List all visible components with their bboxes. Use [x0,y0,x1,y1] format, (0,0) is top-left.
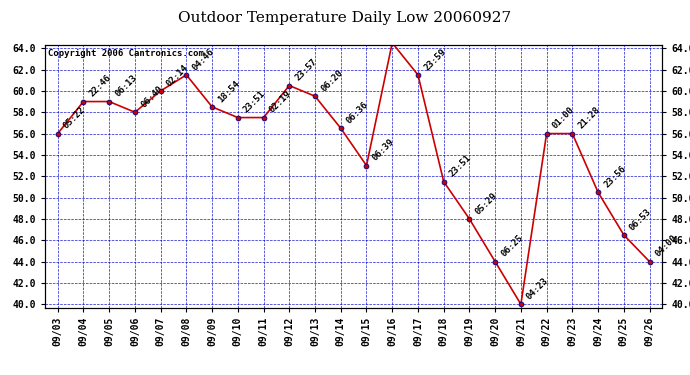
Text: 18:54: 18:54 [216,79,241,104]
Point [206,104,217,110]
Text: Copyright 2006 Cantronics.com: Copyright 2006 Cantronics.com [48,49,204,58]
Point [566,130,578,136]
Text: 04:23: 04:23 [525,276,551,302]
Point [464,216,475,222]
Text: 23:51: 23:51 [242,89,267,115]
Text: 04:00: 04:00 [653,234,679,259]
Point [310,93,321,99]
Point [52,130,63,136]
Point [386,40,397,46]
Text: 05:22: 05:22 [62,105,87,131]
Point [233,114,244,120]
Text: 23:59: 23:59 [422,47,448,72]
Point [104,99,115,105]
Text: 01:00: 01:00 [551,105,576,131]
Text: 06:20: 06:20 [319,68,344,93]
Text: 06:13: 06:13 [113,74,139,99]
Text: 06:36: 06:36 [345,100,371,126]
Text: 23:56: 23:56 [602,164,628,189]
Text: 06:39: 06:39 [371,137,396,163]
Point [361,163,372,169]
Point [438,178,449,184]
Text: 06:37: 06:37 [0,374,1,375]
Point [644,259,655,265]
Text: 06:53: 06:53 [628,207,653,232]
Point [490,259,501,265]
Point [593,189,604,195]
Point [130,109,141,115]
Point [78,99,89,105]
Text: 02:19: 02:19 [268,89,293,115]
Point [541,130,552,136]
Text: 04:46: 04:46 [190,47,216,72]
Text: 23:57: 23:57 [293,57,319,83]
Point [515,301,526,307]
Point [155,88,166,94]
Text: Outdoor Temperature Daily Low 20060927: Outdoor Temperature Daily Low 20060927 [179,11,511,25]
Text: 06:40: 06:40 [139,84,164,110]
Point [335,125,346,131]
Text: 23:51: 23:51 [448,153,473,179]
Point [413,72,424,78]
Text: 05:29: 05:29 [473,191,499,216]
Text: 22:46: 22:46 [88,74,113,99]
Text: 06:25: 06:25 [500,234,524,259]
Text: 02:14: 02:14 [165,63,190,88]
Text: 21:28: 21:28 [577,105,602,131]
Point [181,72,192,78]
Point [284,82,295,88]
Point [258,114,269,120]
Point [618,232,629,238]
